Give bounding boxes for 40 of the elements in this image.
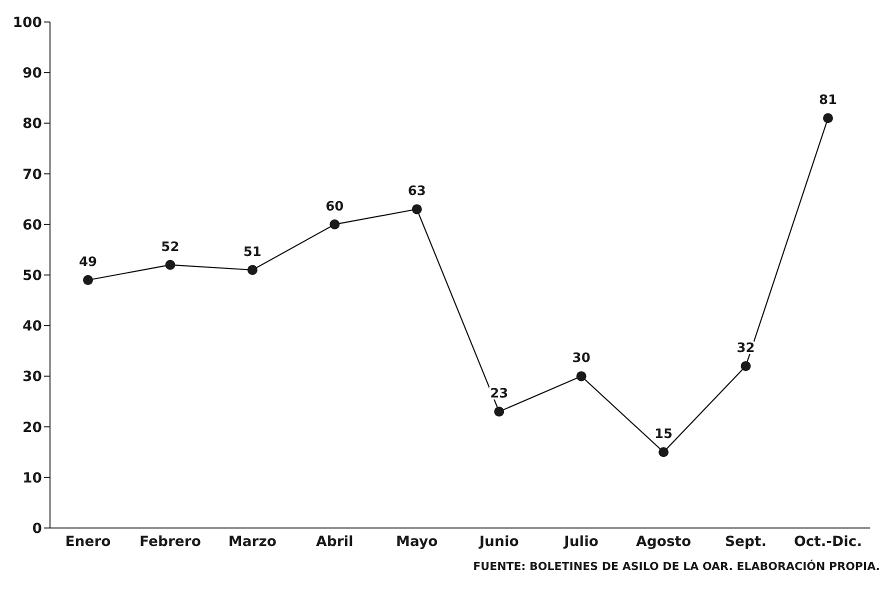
x-tick-label: Oct.-Dic. [794, 534, 862, 550]
x-tick-label: Febrero [140, 534, 202, 550]
y-tick-label: 40 [22, 318, 42, 335]
x-tick-label: Agosto [636, 534, 692, 550]
x-tick-label: Marzo [228, 534, 277, 550]
y-tick-label: 30 [22, 369, 42, 386]
y-tick-label: 10 [22, 470, 42, 486]
point [330, 219, 340, 230]
y-tick-label: 60 [22, 217, 42, 234]
data-label: 52 [161, 240, 180, 255]
point [247, 264, 258, 275]
y-tick-label: 100 [12, 14, 42, 31]
x-tick-label: Abril [316, 534, 354, 550]
data-label: 30 [572, 351, 590, 366]
point [658, 447, 669, 458]
y-tick-label: 90 [22, 66, 42, 82]
point [83, 275, 93, 286]
point [823, 113, 833, 124]
x-tick-label: Julio [563, 534, 599, 550]
source-note: FUENTE: BOLETINES DE ASILO DE LA OAR. ELABORACIÓN PROPIA. [473, 560, 880, 573]
y-tick-label: 80 [22, 116, 42, 132]
y-tick-label: 20 [22, 420, 42, 436]
point [740, 361, 751, 372]
y-tick-label: 50 [22, 268, 42, 284]
point [412, 204, 422, 214]
data-label: 81 [818, 93, 838, 108]
x-tick-label: Junio [478, 534, 520, 550]
x-tick-label: Enero [65, 534, 112, 550]
x-tick-label: Mayo [396, 534, 438, 550]
y-tick-label: 0 [32, 520, 42, 537]
data-label: 51 [243, 244, 262, 260]
point [576, 371, 586, 382]
data-label: 60 [326, 199, 344, 214]
point [165, 260, 176, 270]
y-tick-label: 70 [22, 166, 42, 183]
x-tick-label: Sept. [724, 534, 767, 550]
point [494, 406, 504, 417]
data-label: 49 [78, 255, 98, 270]
data-label: 15 [654, 427, 673, 442]
data-label: 63 [408, 184, 426, 200]
